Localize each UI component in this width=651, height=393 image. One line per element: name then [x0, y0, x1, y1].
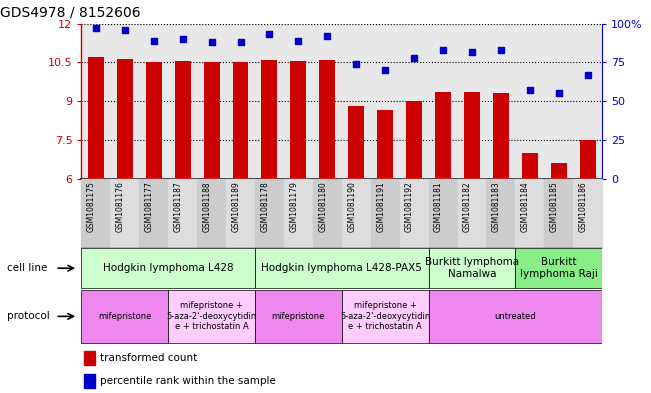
Text: transformed count: transformed count	[100, 353, 197, 363]
Bar	[580, 140, 596, 179]
Bar	[284, 179, 313, 248]
Bar	[493, 94, 509, 179]
Text: GSM1081190: GSM1081190	[347, 181, 356, 232]
Bar	[464, 92, 480, 179]
Bar	[146, 62, 161, 179]
Bar	[320, 60, 335, 179]
Bar	[435, 92, 451, 179]
Text: GSM1081192: GSM1081192	[405, 181, 414, 231]
Bar	[486, 179, 516, 248]
Bar	[342, 290, 428, 343]
Bar	[370, 179, 400, 248]
Point	[264, 31, 275, 38]
Bar	[406, 101, 422, 179]
Text: cell line: cell line	[7, 263, 47, 273]
Bar	[81, 290, 168, 343]
Point	[467, 48, 477, 55]
Text: GSM1081185: GSM1081185	[550, 181, 559, 231]
Bar	[168, 179, 197, 248]
Point	[148, 37, 159, 44]
Point	[553, 90, 564, 97]
Text: GSM1081188: GSM1081188	[202, 181, 212, 231]
Text: untreated: untreated	[495, 312, 536, 321]
Point	[293, 37, 303, 44]
Text: GSM1081189: GSM1081189	[232, 181, 240, 231]
Bar	[544, 179, 574, 248]
Point	[90, 25, 101, 31]
Text: GSM1081182: GSM1081182	[463, 181, 472, 231]
Point	[583, 72, 593, 78]
Point	[178, 36, 188, 42]
Text: GDS4978 / 8152606: GDS4978 / 8152606	[0, 6, 141, 20]
Bar	[255, 248, 428, 288]
Bar	[551, 163, 567, 179]
Text: mifepristone: mifepristone	[98, 312, 152, 321]
Bar	[81, 248, 255, 288]
Bar	[117, 59, 133, 179]
Text: GSM1081187: GSM1081187	[174, 181, 183, 231]
Text: percentile rank within the sample: percentile rank within the sample	[100, 376, 275, 386]
Point	[409, 55, 419, 61]
Text: GSM1081179: GSM1081179	[290, 181, 298, 232]
Bar	[226, 179, 255, 248]
Bar	[84, 374, 96, 388]
Text: mifepristone +
5-aza-2'-deoxycytidin
e + trichostatin A: mifepristone + 5-aza-2'-deoxycytidin e +…	[340, 301, 430, 331]
Point	[525, 87, 535, 94]
Point	[235, 39, 245, 45]
Bar	[516, 179, 544, 248]
Text: GSM1081186: GSM1081186	[579, 181, 588, 231]
Bar	[428, 248, 516, 288]
Text: GSM1081183: GSM1081183	[492, 181, 501, 231]
Bar	[88, 57, 104, 179]
Text: GSM1081178: GSM1081178	[260, 181, 270, 231]
Bar	[262, 60, 277, 179]
Bar	[428, 179, 458, 248]
Bar	[204, 62, 219, 179]
Text: Burkitt
lymphoma Raji: Burkitt lymphoma Raji	[520, 257, 598, 279]
Bar	[400, 179, 428, 248]
Text: GSM1081181: GSM1081181	[434, 181, 443, 231]
Text: Hodgkin lymphoma L428-PAX5: Hodgkin lymphoma L428-PAX5	[261, 263, 422, 273]
Bar	[522, 153, 538, 179]
Text: GSM1081176: GSM1081176	[116, 181, 125, 232]
Text: Hodgkin lymphoma L428: Hodgkin lymphoma L428	[103, 263, 234, 273]
Bar	[574, 179, 602, 248]
Point	[438, 47, 449, 53]
Bar	[377, 110, 393, 179]
Point	[206, 39, 217, 45]
Bar	[168, 290, 255, 343]
Bar	[174, 61, 191, 179]
Text: GSM1081175: GSM1081175	[87, 181, 96, 232]
Bar	[84, 351, 96, 365]
Bar	[255, 179, 284, 248]
Text: GSM1081177: GSM1081177	[145, 181, 154, 232]
Text: GSM1081180: GSM1081180	[318, 181, 327, 231]
Bar	[232, 62, 249, 179]
Bar	[428, 290, 602, 343]
Bar	[342, 179, 370, 248]
Point	[380, 67, 391, 73]
Point	[120, 27, 130, 33]
Text: mifepristone +
5-aza-2'-deoxycytidin
e + trichostatin A: mifepristone + 5-aza-2'-deoxycytidin e +…	[167, 301, 256, 331]
Point	[322, 33, 333, 39]
Bar	[110, 179, 139, 248]
Bar	[458, 179, 486, 248]
Text: protocol: protocol	[7, 311, 49, 321]
Bar	[290, 61, 307, 179]
Bar	[197, 179, 226, 248]
Text: Burkitt lymphoma
Namalwa: Burkitt lymphoma Namalwa	[425, 257, 519, 279]
Bar	[81, 179, 110, 248]
Point	[351, 61, 361, 67]
Text: GSM1081184: GSM1081184	[521, 181, 530, 231]
Bar	[313, 179, 342, 248]
Text: mifepristone: mifepristone	[271, 312, 325, 321]
Bar	[139, 179, 168, 248]
Bar	[255, 290, 342, 343]
Text: GSM1081191: GSM1081191	[376, 181, 385, 231]
Point	[495, 47, 506, 53]
Bar	[348, 107, 364, 179]
Bar	[516, 248, 602, 288]
